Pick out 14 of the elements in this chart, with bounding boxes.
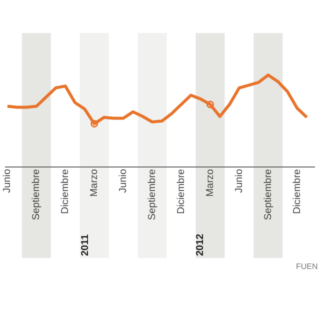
x-tick-label: Septiembre	[262, 168, 274, 220]
x-tick-label: Junio	[118, 168, 130, 193]
x-tick-label: Junio	[234, 168, 245, 193]
x-tick-label: Marzo	[89, 168, 100, 197]
x-tick-label: Junio	[2, 168, 14, 193]
x-tick-label: Marzo	[204, 168, 216, 197]
x-tick-label: Diciembre	[60, 168, 72, 214]
x-tick-label: Septiembre	[31, 168, 42, 220]
text: 2011	[80, 234, 91, 256]
text: 2012	[194, 233, 206, 256]
x-tick-label: Diciembre	[292, 168, 303, 214]
text: FUEN	[296, 262, 318, 272]
x-tick-label: Septiembre	[147, 168, 158, 220]
x-tick-label: Diciembre	[176, 168, 187, 214]
